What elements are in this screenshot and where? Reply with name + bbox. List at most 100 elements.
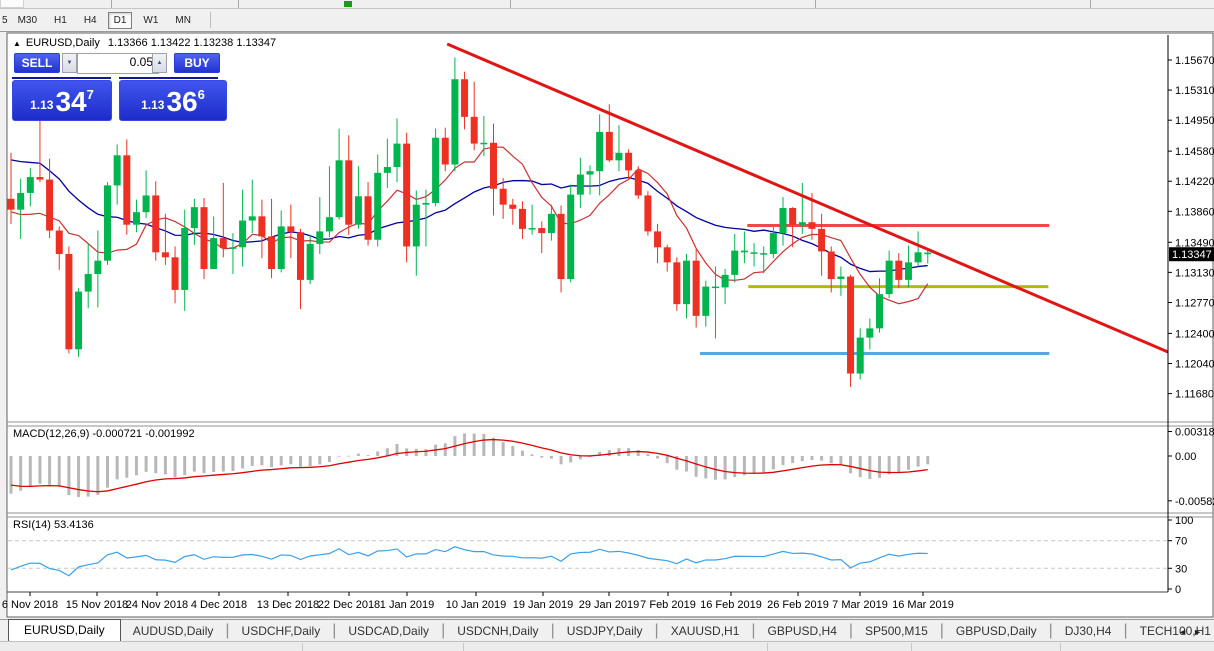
macd-indicator-label: MACD(12,26,9) -0.000721 -0.001992	[13, 428, 195, 440]
tab-usdjpy-daily[interactable]: USDJPY,Daily	[566, 624, 643, 638]
timeframe-button-mn[interactable]: MN	[169, 12, 197, 29]
svg-text:16 Feb 2019: 16 Feb 2019	[700, 599, 762, 611]
scroll-right-icon[interactable]: ►	[1193, 627, 1208, 637]
tab-separator: |	[848, 622, 854, 639]
buy-price-prefix: 1.13	[141, 98, 165, 112]
svg-text:1.13860: 1.13860	[1175, 206, 1214, 218]
svg-text:13 Dec 2018: 13 Dec 2018	[257, 599, 319, 611]
chart-tab-bar: EURUSD,Daily AUDUSD,Daily | USDCHF,Daily | US…	[0, 619, 1214, 641]
svg-text:1.12400: 1.12400	[1175, 328, 1214, 340]
svg-text:6 Nov 2018: 6 Nov 2018	[2, 599, 58, 611]
tab-eurusd-daily[interactable]: EURUSD,Daily	[8, 619, 121, 641]
svg-text:7 Feb 2019: 7 Feb 2019	[640, 599, 696, 611]
svg-text:15 Nov 2018: 15 Nov 2018	[66, 599, 128, 611]
svg-text:10 Jan 2019: 10 Jan 2019	[446, 599, 507, 611]
timeframe-button-d1[interactable]: D1	[107, 11, 133, 29]
buy-price-main: 36	[166, 86, 198, 117]
rsi-panel	[8, 540, 1168, 577]
tab-separator: |	[550, 622, 555, 639]
tab-separator: |	[225, 622, 230, 639]
upper-toolbar-remnant	[0, 0, 1214, 9]
timeframe-button-w1[interactable]: W1	[137, 12, 164, 29]
svg-text:100: 100	[1175, 515, 1193, 527]
tab-separator: |	[751, 622, 756, 639]
macd-panel	[9, 433, 930, 497]
ma-lines	[10, 146, 929, 305]
svg-text:1 Jan 2019: 1 Jan 2019	[380, 599, 434, 611]
tab-xauusd-h1[interactable]: XAUUSD,H1	[670, 624, 740, 638]
timeframe-button-m30[interactable]: M30	[12, 12, 43, 29]
tab-separator: |	[1123, 622, 1128, 639]
svg-text:16 Mar 2019: 16 Mar 2019	[892, 599, 954, 611]
tab-usdchf-daily[interactable]: USDCHF,Daily	[241, 624, 321, 638]
price-axis: 1.15670 1.15310 1.14950 1.14580 1.14220 1.138…	[1167, 35, 1214, 596]
svg-text:1.12770: 1.12770	[1175, 297, 1214, 309]
chart-ohlc-values: 1.13366 1.13422 1.13238 1.13347	[107, 37, 277, 49]
svg-text:70: 70	[1175, 536, 1187, 548]
svg-text:0.003185: 0.003185	[1175, 427, 1214, 439]
sell-price-prefix: 1.13	[30, 98, 54, 112]
sell-price-button[interactable]: 1.13 34 7	[12, 80, 112, 121]
status-strip	[0, 641, 1214, 651]
svg-text:1.15310: 1.15310	[1175, 85, 1214, 97]
buy-price-button[interactable]: 1.13 36 6	[119, 80, 227, 121]
sell-price-main: 34	[55, 86, 87, 117]
tab-usdcnh-daily[interactable]: USDCNH,Daily	[457, 624, 539, 638]
timeframe-toolbar: 5 M30 H1 H4 D1 W1 MN	[0, 9, 1214, 32]
svg-text:1.11680: 1.11680	[1175, 389, 1214, 401]
toolbar-remnant-button	[0, 0, 24, 8]
buy-button[interactable]: BUY	[174, 53, 220, 73]
toolbar-separator	[209, 12, 211, 28]
svg-text:1.13490: 1.13490	[1175, 237, 1214, 249]
candlesticks-layer	[7, 57, 932, 387]
chart-symbol-label: EURUSD,Daily	[25, 37, 100, 49]
svg-text:30: 30	[1175, 563, 1187, 575]
tab-separator: |	[939, 622, 944, 639]
tab-separator: |	[332, 622, 337, 639]
svg-text:1.15670: 1.15670	[1175, 55, 1214, 67]
svg-text:1.14950: 1.14950	[1175, 115, 1214, 127]
svg-text:-0.005827: -0.005827	[1175, 496, 1214, 508]
toolbar-green-icon	[344, 1, 352, 7]
tab-separator: |	[1048, 622, 1053, 639]
svg-text:26 Feb 2019: 26 Feb 2019	[767, 599, 829, 611]
volume-input[interactable]: 0.05	[77, 53, 159, 74]
tab-dj30-h4[interactable]: DJ30,H4	[1064, 624, 1112, 638]
svg-text:22 Dec 2018: 22 Dec 2018	[318, 599, 380, 611]
volume-increase-button[interactable]: ▲	[152, 53, 167, 73]
svg-text:1.13130: 1.13130	[1175, 267, 1214, 279]
tab-separator: |	[654, 622, 659, 639]
timeframe-partial-label[interactable]: 5	[2, 14, 8, 26]
scroll-left-icon[interactable]: ◄	[1178, 627, 1194, 637]
sell-underline	[12, 77, 111, 79]
svg-text:1.13347: 1.13347	[1172, 249, 1212, 261]
svg-text:1.14220: 1.14220	[1175, 176, 1214, 188]
chart-header: ▲ EURUSD,Daily 1.13366 1.13422 1.13238 1.1…	[13, 37, 276, 49]
collapse-triangle-icon[interactable]: ▲	[13, 39, 21, 48]
buy-price-pip: 6	[197, 87, 205, 102]
timeframe-button-h1[interactable]: H1	[48, 12, 73, 29]
current-price-label: 1.13347	[1169, 247, 1214, 261]
svg-text:1.14580: 1.14580	[1175, 146, 1214, 158]
volume-decrease-button[interactable]: ▼	[62, 53, 77, 73]
svg-text:29 Jan 2019: 29 Jan 2019	[579, 599, 640, 611]
tab-tech100-h1[interactable]: TECH100,H1	[1139, 624, 1211, 638]
svg-text:0.00: 0.00	[1175, 451, 1196, 463]
tab-audusd-daily[interactable]: AUDUSD,Daily	[132, 624, 214, 638]
timeframe-button-h4[interactable]: H4	[78, 12, 103, 29]
tab-gbpusd-daily[interactable]: GBPUSD,Daily	[955, 624, 1037, 638]
tab-gbpusd-h4[interactable]: GBPUSD,H4	[767, 624, 837, 638]
rsi-indicator-label: RSI(14) 53.4136	[13, 519, 94, 531]
chevron-up-icon: ▲	[156, 60, 163, 66]
tab-scroll-arrows: ◄►	[1178, 627, 1208, 637]
tab-sp500-m15[interactable]: SP500,M15	[865, 624, 928, 638]
svg-text:4 Dec 2018: 4 Dec 2018	[191, 599, 247, 611]
one-click-trading-panel: SELL ▼ 0.05 ▲ BUY 1.13 34 7 1.13 36 6	[12, 53, 234, 123]
tab-usdcad-daily[interactable]: USDCAD,Daily	[348, 624, 430, 638]
descending-trendline[interactable]	[446, 42, 1169, 354]
svg-text:24 Nov 2018: 24 Nov 2018	[126, 599, 188, 611]
sell-button[interactable]: SELL	[14, 53, 60, 73]
